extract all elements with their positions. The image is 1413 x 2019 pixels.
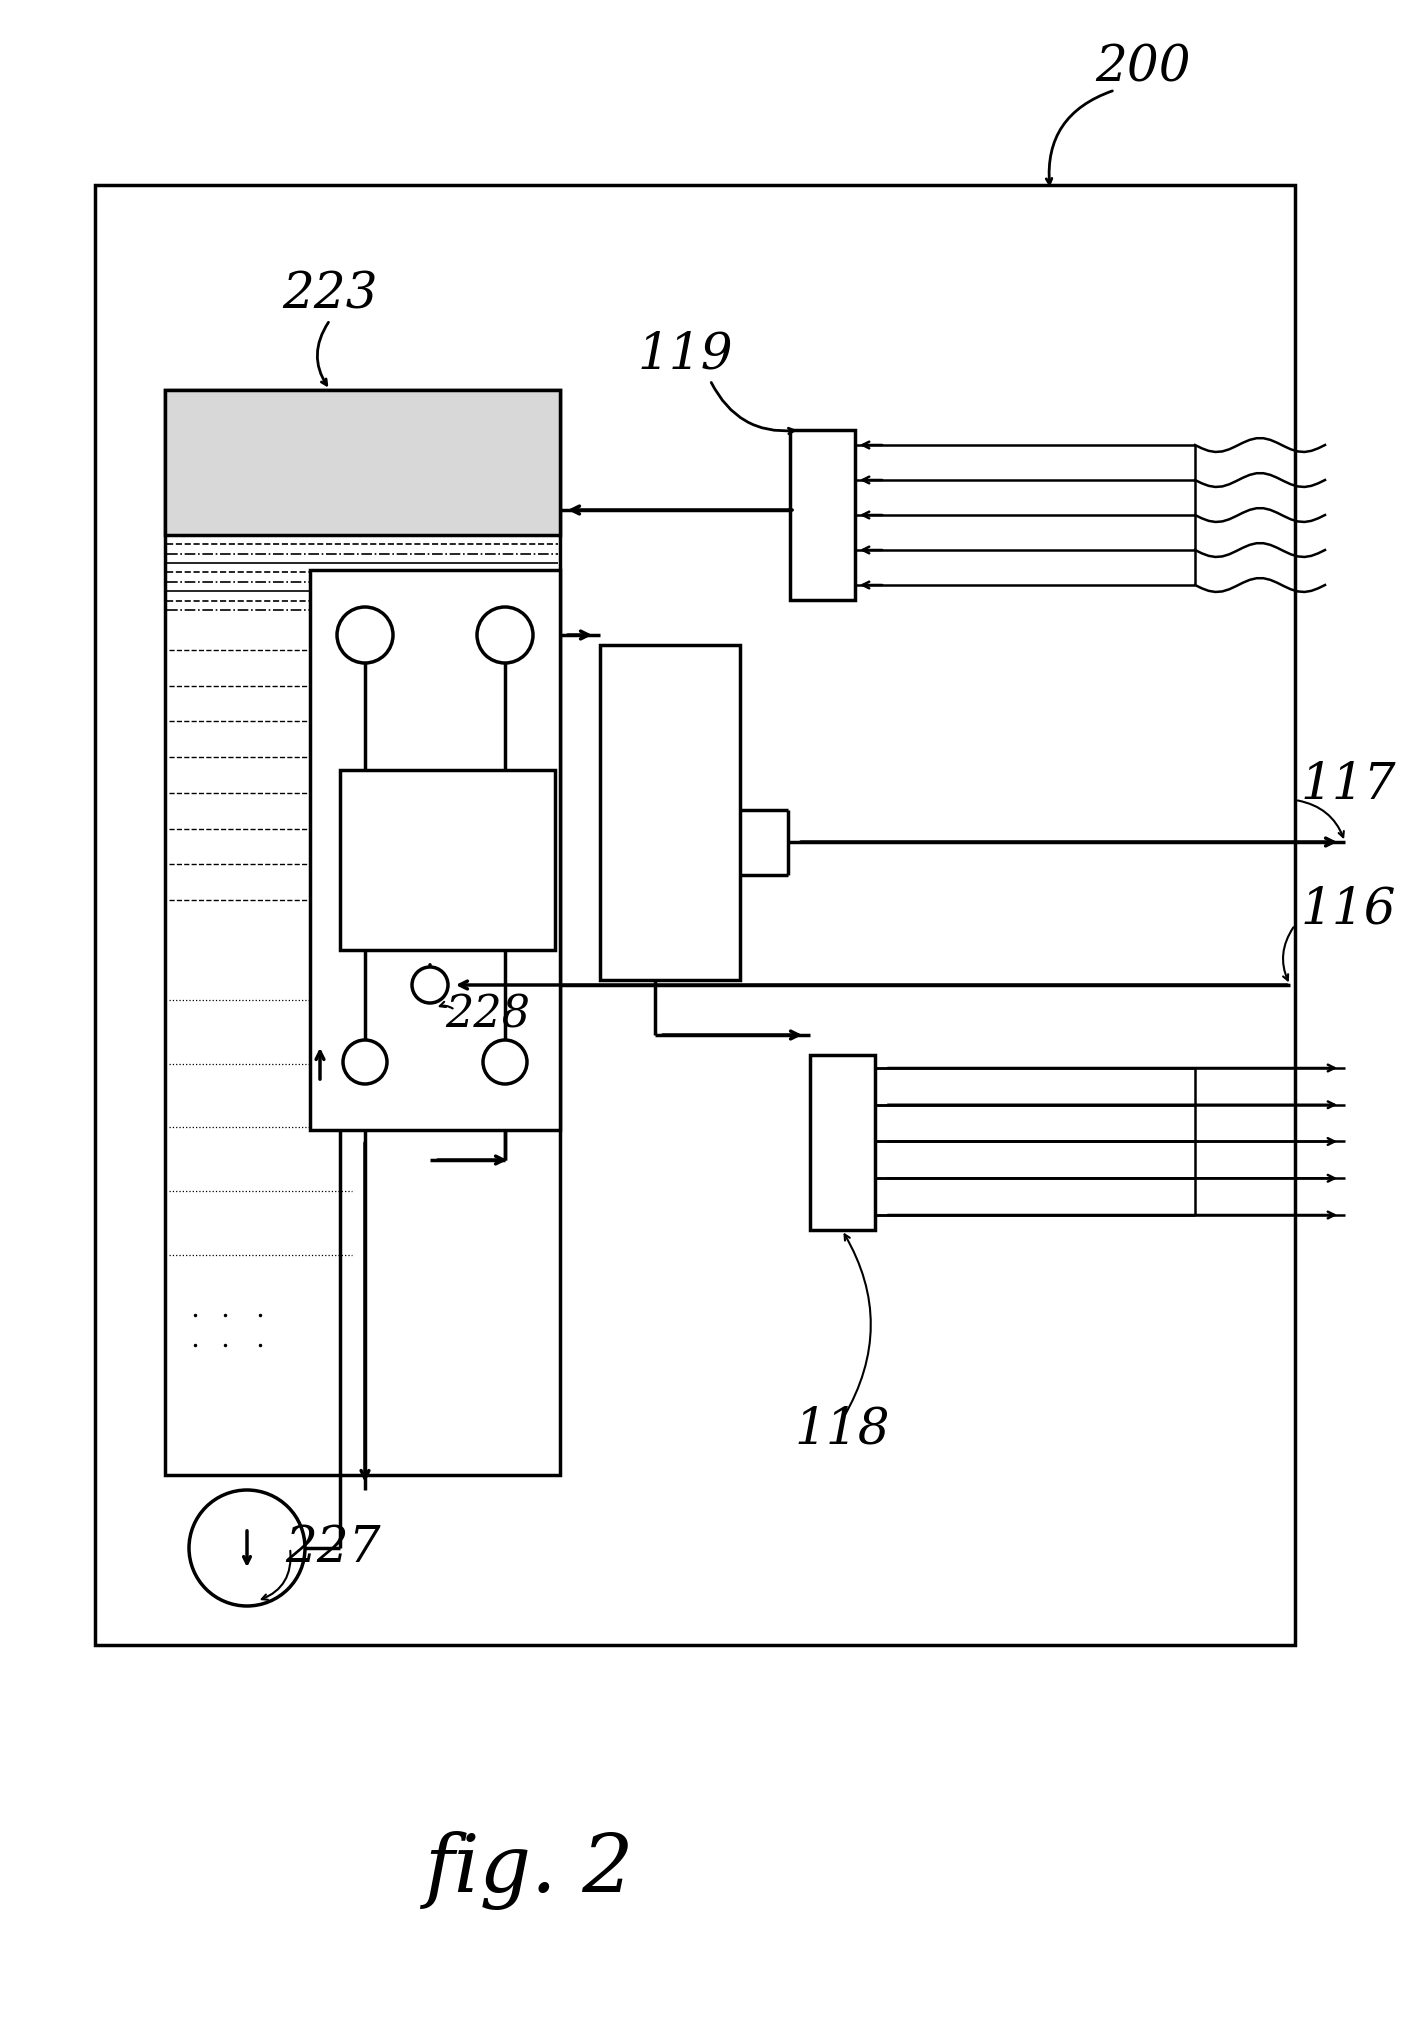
Bar <box>601 644 740 979</box>
Bar <box>165 390 560 1476</box>
Bar <box>95 186 1294 1645</box>
Text: 200: 200 <box>1095 42 1191 93</box>
Text: 119: 119 <box>637 331 733 380</box>
Bar <box>790 430 855 600</box>
Text: 223: 223 <box>283 271 377 319</box>
Text: 227: 227 <box>285 1522 380 1573</box>
Text: 116: 116 <box>1300 884 1396 935</box>
Text: fig. 2: fig. 2 <box>425 1831 634 1910</box>
Text: 228: 228 <box>445 993 530 1036</box>
Circle shape <box>189 1490 305 1605</box>
Text: 118: 118 <box>794 1405 890 1456</box>
Circle shape <box>483 1040 527 1084</box>
Circle shape <box>413 967 448 1003</box>
Circle shape <box>478 608 533 662</box>
Circle shape <box>336 608 393 662</box>
Circle shape <box>343 1040 387 1084</box>
Bar <box>341 769 555 951</box>
Text: 117: 117 <box>1300 761 1396 810</box>
Bar <box>165 390 560 535</box>
Bar <box>810 1056 875 1230</box>
Bar <box>309 569 560 1131</box>
